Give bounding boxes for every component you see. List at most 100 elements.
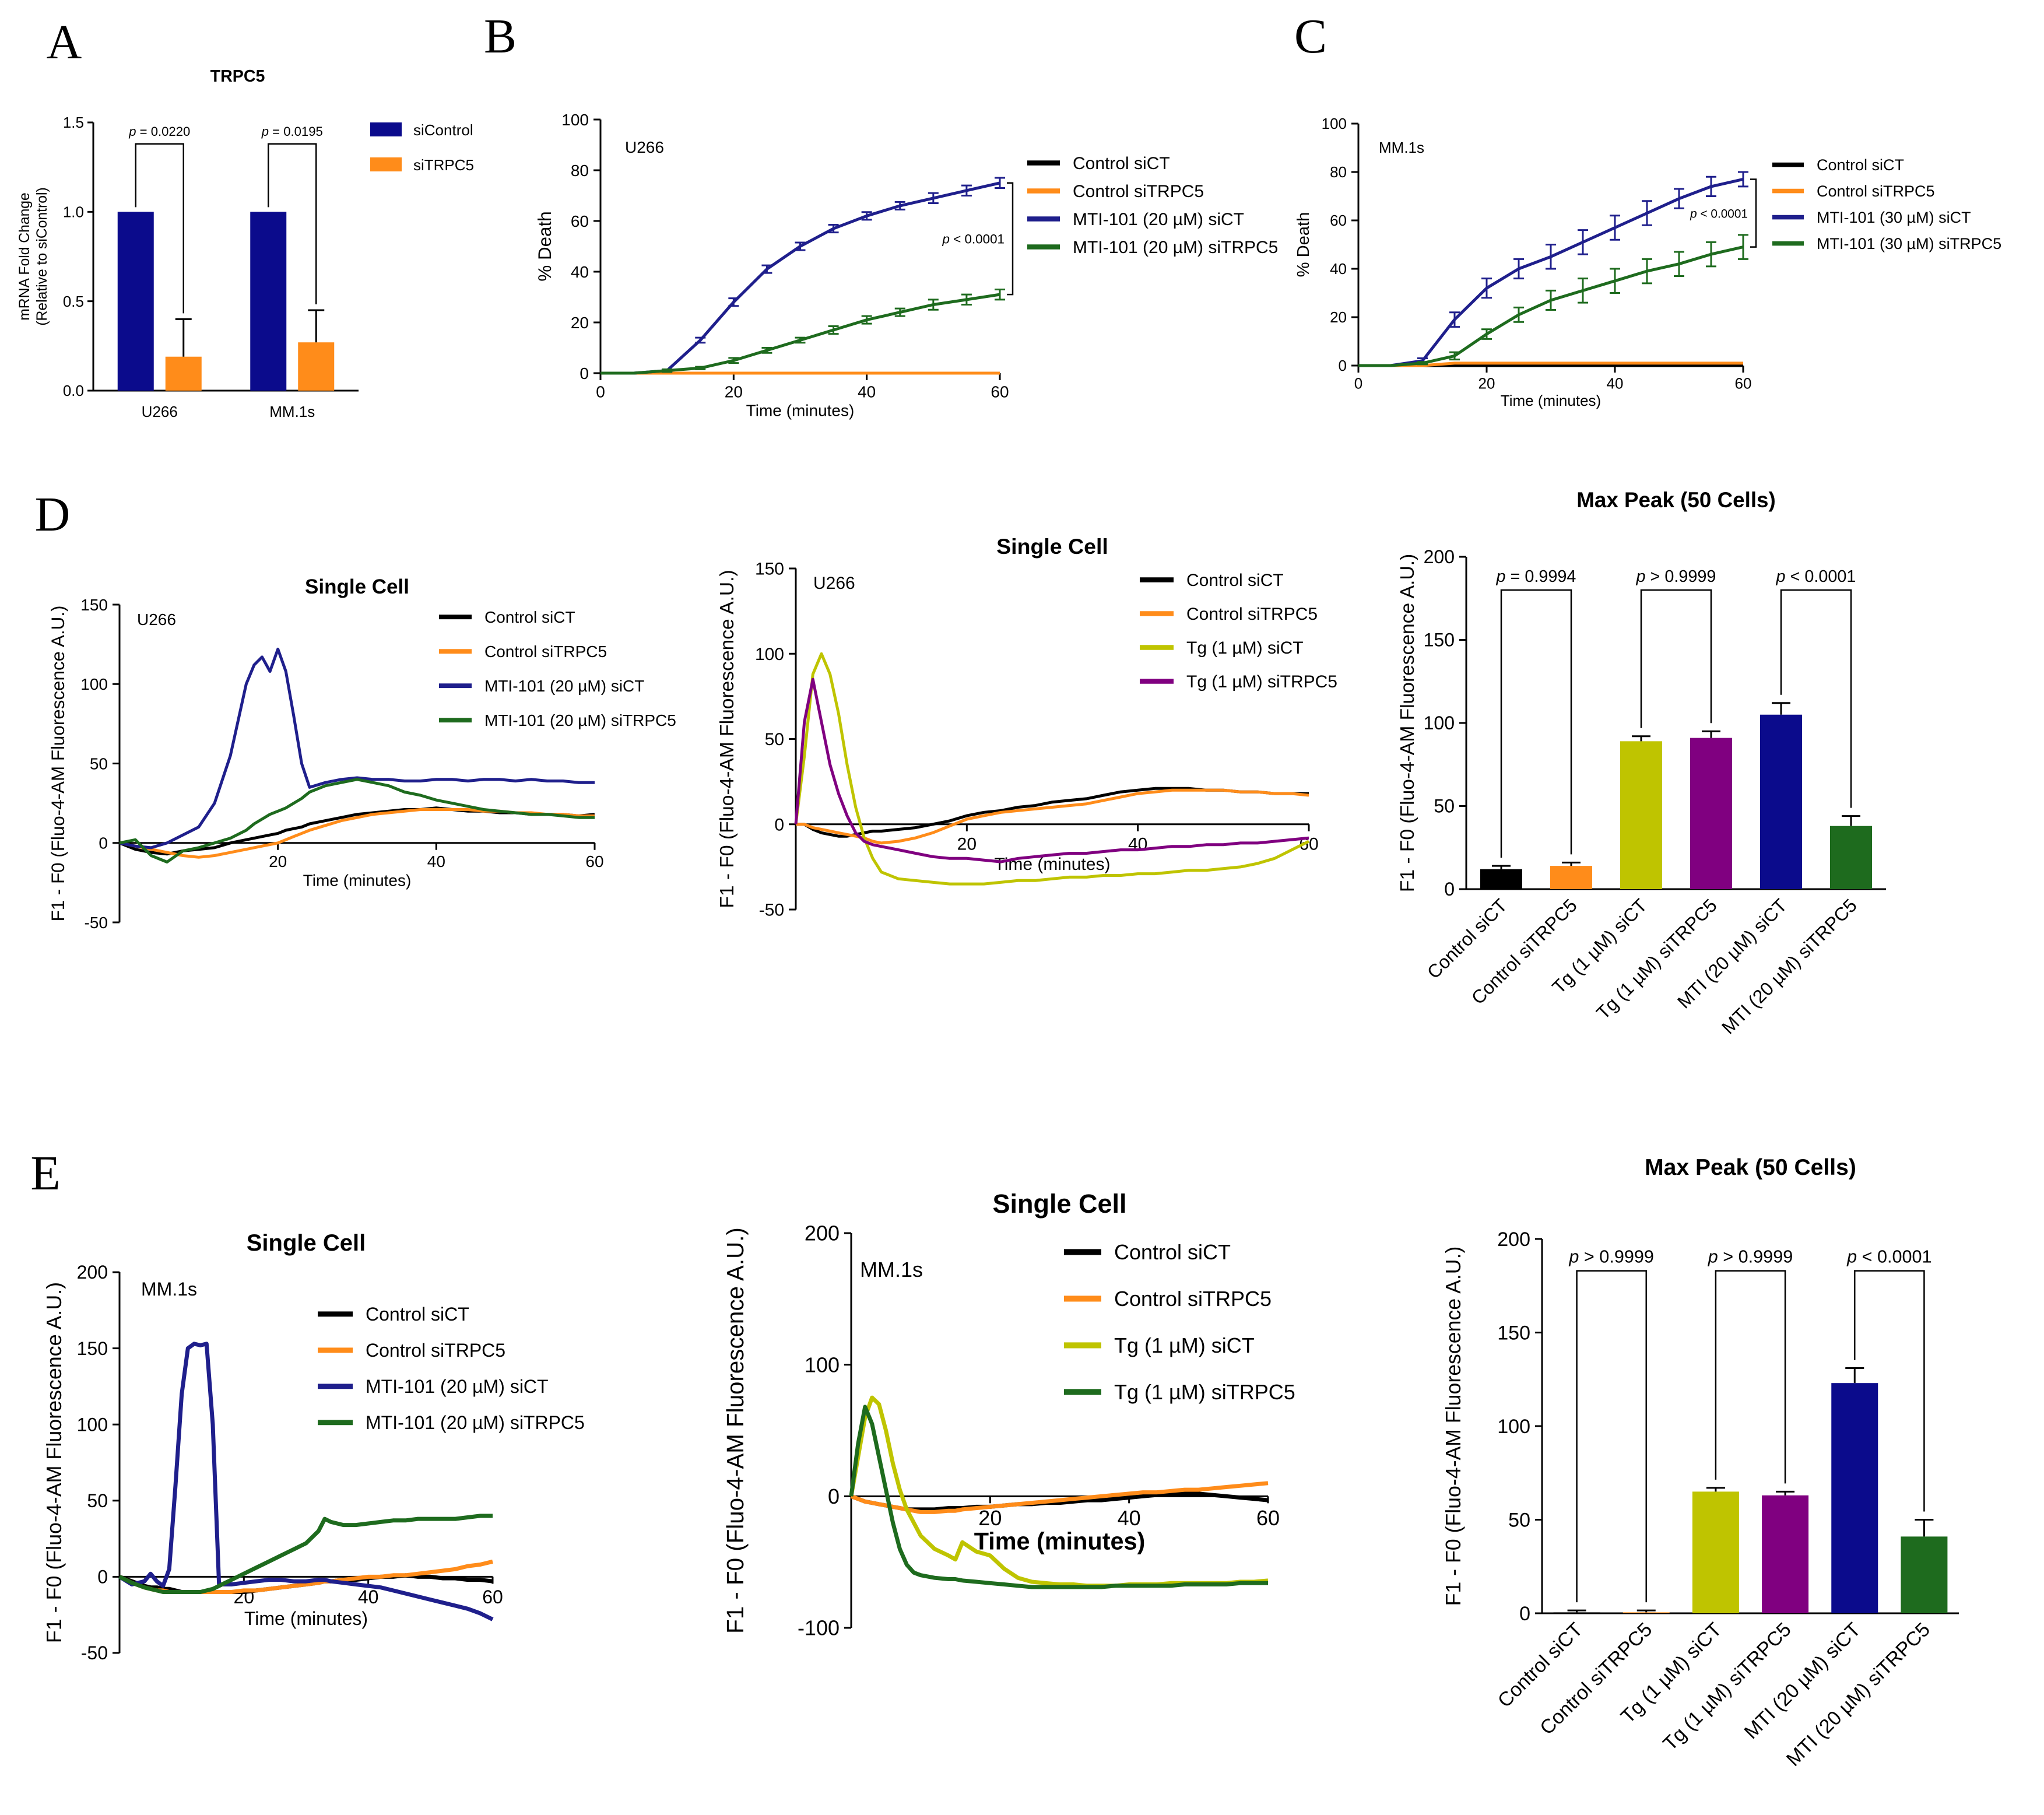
- panel-label-B: B: [484, 9, 517, 64]
- y-axis-label: mRNA Fold Change: [17, 192, 33, 321]
- y-tick-label: 200: [77, 1262, 108, 1283]
- bar-0: [1553, 1612, 1600, 1613]
- y-axis-label: (Relative to siControl): [34, 187, 50, 325]
- series-line-1: [850, 1481, 1269, 1514]
- y-tick-label: 50: [87, 1490, 108, 1511]
- x-tick-label: 20: [269, 852, 287, 870]
- inner-label: U266: [813, 574, 855, 593]
- x-axis-label: Time (minutes): [303, 871, 412, 889]
- chart-title: Max Peak (50 Cells): [1576, 488, 1776, 512]
- y-tick-label: 50: [90, 754, 108, 773]
- chart-D3: 0 50 100 150 200 F1 - F0 (Fluo-4-AM Fluoresce…: [1397, 488, 1886, 1038]
- legend-swatch-1: [370, 157, 402, 171]
- y-tick-label: 0: [1519, 1603, 1530, 1625]
- y-tick-label: 1.0: [63, 203, 84, 220]
- y-tick-label: 150: [755, 560, 784, 579]
- panel-label-E: E: [30, 1146, 60, 1200]
- series-line-2: [1358, 177, 1744, 367]
- legend-label-0: Control siCT: [366, 1304, 469, 1325]
- x-tick-label-3: Tg (1 µM) siTRPC5: [1592, 894, 1721, 1023]
- significance-bracket: [1640, 589, 1712, 728]
- significance-bracket: [1750, 178, 1757, 248]
- significance-bracket: [1854, 1270, 1925, 1512]
- series-line-1: [796, 788, 1309, 845]
- y-tick-label: 50: [765, 730, 784, 749]
- chart-title: Max Peak (50 Cells): [1645, 1155, 1856, 1180]
- p-value-annotation: p > 0.9999: [1636, 567, 1716, 586]
- x-tick-label-3: Tg (1 µM) siTRPC5: [1659, 1619, 1795, 1755]
- bar-2: [1620, 741, 1662, 889]
- bar-1: [1622, 1612, 1670, 1613]
- y-axis-label: % Death: [1294, 212, 1313, 278]
- bar-3: [1762, 1495, 1809, 1613]
- y-tick-label: 0: [97, 1567, 108, 1588]
- x-tick-label-4: MTI (20 µM) siCT: [1740, 1619, 1865, 1743]
- y-tick-label: 50: [1434, 796, 1455, 817]
- chart-title: Single Cell: [992, 1189, 1126, 1219]
- x-tick-label: 20: [978, 1506, 1002, 1530]
- legend-label-2: MTI-101 (20 µM) siCT: [1073, 210, 1244, 229]
- y-axis-label: F1 - F0 (Fluo-4-AM Fluorescence A.U.): [1442, 1247, 1465, 1606]
- y-tick-label: 40: [1330, 260, 1347, 278]
- significance-bracket: [135, 143, 184, 314]
- panel-label-A: A: [47, 15, 82, 69]
- x-tick-label: 20: [725, 382, 743, 401]
- bar-4: [1760, 714, 1802, 889]
- significance-bracket: [1715, 1270, 1786, 1484]
- x-tick-label: 40: [858, 382, 876, 401]
- y-tick-label: 1.5: [63, 114, 84, 131]
- y-tick-label: -50: [759, 901, 784, 920]
- legend-label-1: Control siTRPC5: [1114, 1287, 1272, 1311]
- x-tick-label: 40: [1118, 1506, 1141, 1530]
- legend-label-1: Control siTRPC5: [366, 1340, 505, 1361]
- panel-label-D: D: [35, 487, 71, 542]
- y-tick-label: 60: [1330, 212, 1347, 229]
- inner-label: MM.1s: [141, 1279, 197, 1300]
- y-tick-label: 0.0: [63, 382, 84, 399]
- legend-label-3: MTI-101 (30 µM) siTRPC5: [1817, 235, 2001, 252]
- inner-label: MM.1s: [1379, 139, 1424, 156]
- x-tick-label: 0: [596, 382, 605, 401]
- y-axis-label: F1 - F0 (Fluo-4-AM Fluorescence A.U.): [722, 1227, 749, 1634]
- series-line-3: [118, 1514, 493, 1594]
- bar-0: [1480, 869, 1522, 889]
- x-tick-label-5: MTI (20 µM) siTRPC5: [1782, 1619, 1934, 1771]
- p-value-annotation: p < 0.0001: [1690, 208, 1748, 221]
- x-tick-label: 60: [585, 852, 603, 870]
- y-tick-label: 80: [571, 162, 589, 180]
- p-value-annotation: p < 0.0001: [1846, 1247, 1931, 1267]
- x-tick-label: 60: [991, 382, 1009, 401]
- legend-label-0: Control siCT: [1114, 1240, 1231, 1264]
- bar-siTRPC5-MM.1s: [298, 342, 335, 391]
- x-axis-label: Time (minutes): [1501, 392, 1601, 409]
- chart-B: 0 20 40 60 80 100 0 20 40 60 Time (minutes) % Death…: [535, 111, 1278, 420]
- y-tick-label: 0: [828, 1484, 840, 1508]
- y-tick-label: -50: [81, 1642, 108, 1663]
- y-tick-label: 40: [571, 263, 589, 281]
- legend-label-3: Tg (1 µM) siTRPC5: [1186, 672, 1337, 691]
- x-tick-label: 60: [1735, 374, 1752, 392]
- legend-label-0: Control siCT: [484, 608, 575, 626]
- y-tick-label: 100: [80, 675, 108, 693]
- y-tick-label: 0: [1444, 879, 1455, 900]
- chart-E3: 0 50 100 150 200 F1 - F0 (Fluo-4-AM Fluoresce…: [1442, 1155, 1959, 1771]
- x-axis-label: Time (minutes): [974, 1528, 1146, 1555]
- y-tick-label: 100: [805, 1353, 840, 1377]
- y-axis-label: F1 - F0 (Fluo-4-AM Fluorescence A.U.): [1397, 554, 1418, 892]
- chart-title: Single Cell: [305, 575, 409, 598]
- series-line-2: [119, 647, 595, 849]
- y-axis-label: F1 - F0 (Fluo-4-AM Fluorescence A.U.): [43, 1282, 66, 1643]
- y-tick-label: 20: [571, 314, 589, 332]
- y-tick-label: 50: [1508, 1509, 1530, 1531]
- chart-title: Single Cell: [247, 1230, 366, 1256]
- y-tick-label: 100: [1497, 1416, 1530, 1438]
- y-tick-label: 150: [1424, 630, 1455, 651]
- series-line-3: [849, 1405, 1268, 1589]
- bar-5: [1901, 1536, 1948, 1613]
- legend-label-3: MTI-101 (20 µM) siTRPC5: [366, 1412, 585, 1433]
- y-tick-label: 80: [1330, 163, 1347, 181]
- x-tick-label: 60: [1256, 1506, 1280, 1530]
- p-value-annotation: p = 0.0220: [128, 124, 190, 139]
- legend-label-1: Control siTRPC5: [1817, 182, 1935, 200]
